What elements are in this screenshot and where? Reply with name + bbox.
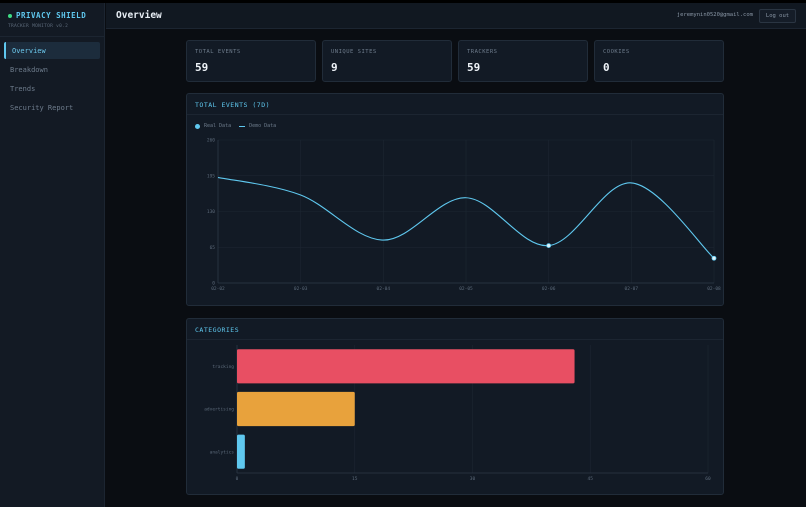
bar-tracking <box>237 349 575 384</box>
bar-analytics <box>237 434 245 469</box>
x-tick-label: 02-02 <box>211 286 225 292</box>
stat-label: UNIQUE SITES <box>331 49 377 55</box>
legend-demo-data: Demo Data <box>249 123 277 129</box>
brand-subtitle: TRACKER MONITOR v0.2 <box>8 24 69 29</box>
x-tick-label: 02-04 <box>377 286 391 292</box>
categories-panel: CATEGORIES 0 15 30 45 60 tracking advertising a… <box>186 318 724 495</box>
y-tick-label: 195 <box>207 173 215 179</box>
stat-label: TRACKERS <box>467 49 498 55</box>
stat-value: 9 <box>331 61 338 74</box>
status-dot-icon <box>8 13 12 18</box>
sidebar-nav: Overview Breakdown Trends Security Repor… <box>0 37 104 116</box>
category-label: advertising <box>204 407 234 413</box>
real-data-point <box>711 255 717 261</box>
line-chart: 0 65 130 195 260 02-02 02-03 02-04 02-05 02-06 02-… <box>207 138 721 292</box>
sidebar-item-label: Overview <box>12 46 46 55</box>
legend-dot-icon <box>195 123 200 129</box>
real-data-point <box>546 243 552 249</box>
y-tick-label: 65 <box>210 245 216 251</box>
x-tick-label: 02-03 <box>294 286 308 292</box>
y-tick-label: 260 <box>207 138 215 144</box>
user-email: jeremynin0520@gmail.com <box>676 12 753 18</box>
x-tick-label: 45 <box>588 476 594 482</box>
sidebar-item-overview[interactable]: Overview <box>4 42 100 59</box>
x-tick-label: 02-06 <box>542 286 556 292</box>
legend-line-icon <box>239 125 246 127</box>
panel-title: TOTAL EVENTS (7D) <box>195 101 271 109</box>
bar-advertising <box>237 391 355 427</box>
y-tick-label: 130 <box>207 209 215 215</box>
x-tick-label: 60 <box>705 476 711 482</box>
stat-label: COOKIES <box>603 49 630 55</box>
stat-label: TOTAL EVENTS <box>195 49 241 55</box>
x-tick-label: 02-08 <box>707 286 721 292</box>
x-tick-label: 02-07 <box>625 286 639 292</box>
sidebar-item-label: Breakdown <box>10 65 48 74</box>
panel-title: CATEGORIES <box>195 326 240 334</box>
stat-card-trackers: TRACKERS 59 <box>458 40 588 82</box>
sidebar-item-breakdown[interactable]: Breakdown <box>4 61 100 78</box>
bar-chart: 0 15 30 45 60 tracking advertising analytics <box>204 345 711 482</box>
brand-name: PRIVACY SHIELD <box>16 11 87 20</box>
x-tick-label: 02-05 <box>459 286 473 292</box>
stat-value: 59 <box>467 61 481 74</box>
x-tick-label: 15 <box>352 476 358 482</box>
sidebar-item-label: Security Report <box>10 103 74 112</box>
x-tick-label: 30 <box>470 476 476 482</box>
sidebar-item-label: Trends <box>10 84 36 93</box>
stat-card-unique-sites: UNIQUE SITES 9 <box>322 40 452 82</box>
page-title: Overview <box>116 10 162 21</box>
category-label: analytics <box>210 449 235 455</box>
y-tick-label: 0 <box>212 281 215 287</box>
stat-value: 59 <box>195 61 209 74</box>
sidebar: PRIVACY SHIELD TRACKER MONITOR v0.2 Over… <box>0 3 105 507</box>
logout-button[interactable]: Log out <box>759 9 796 23</box>
stat-card-total-events: TOTAL EVENTS 59 <box>186 40 316 82</box>
series-line-demo-data <box>217 176 715 259</box>
top-bar: Overview jeremynin0520@gmail.com Log out <box>106 3 806 29</box>
category-label: tracking <box>212 364 234 370</box>
legend-real-data: Real Data <box>204 123 232 129</box>
sidebar-item-trends[interactable]: Trends <box>4 80 100 97</box>
stat-value: 0 <box>603 61 610 74</box>
stat-card-cookies: COOKIES 0 <box>594 40 724 82</box>
chart-legend: Real Data Demo Data <box>195 123 276 129</box>
total-events-panel: TOTAL EVENTS (7D) Real Data Demo Data 0 6… <box>186 93 724 306</box>
brand: PRIVACY SHIELD TRACKER MONITOR v0.2 <box>0 3 104 37</box>
x-tick-label: 0 <box>236 476 239 482</box>
sidebar-item-security-report[interactable]: Security Report <box>4 99 100 116</box>
